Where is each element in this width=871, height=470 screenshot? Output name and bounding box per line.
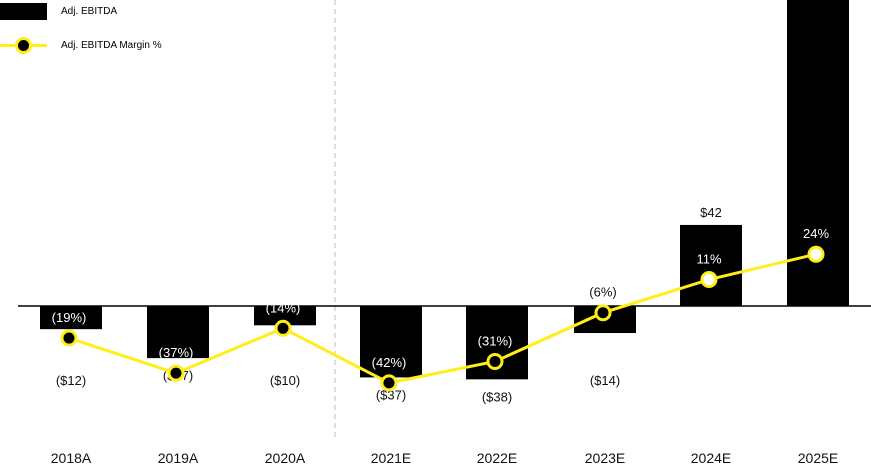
- margin-value-label: (42%): [372, 355, 407, 370]
- bar-value-label: ($12): [56, 373, 86, 388]
- margin-value-label: 11%: [696, 252, 721, 267]
- bar-2019A: [147, 306, 209, 359]
- bar-2024E: [680, 224, 742, 306]
- margin-value-label: (6%): [589, 285, 616, 300]
- margin-point-2020A: [274, 319, 292, 337]
- margin-point-2024E: [700, 271, 718, 289]
- bar-value-label: ($37): [376, 387, 406, 402]
- bar-value-label: ($14): [590, 373, 620, 388]
- margin-point-2023E: [594, 304, 612, 322]
- legend-item-line: Adj. EBITDA Margin %: [0, 36, 162, 54]
- margin-point-2022E: [486, 352, 504, 370]
- margin-value-label: (37%): [159, 345, 194, 360]
- margin-line: [68, 252, 817, 385]
- bar-2020A: [254, 306, 316, 326]
- legend-line-label: Adj. EBITDA Margin %: [61, 39, 162, 51]
- legend-item-bar: Adj. EBITDA: [0, 3, 117, 20]
- legend-bar-swatch: [0, 3, 47, 20]
- x-tick-label: 2021E: [371, 450, 411, 466]
- margin-value-label: 24%: [803, 226, 829, 241]
- margin-point-2018A: [60, 329, 78, 347]
- margin-value-label: (31%): [478, 333, 513, 348]
- x-tick-label: 2024E: [691, 450, 731, 466]
- margin-point-2025E: [807, 245, 825, 263]
- x-tick-label: 2020A: [265, 450, 306, 466]
- x-tick-label: 2019A: [158, 450, 199, 466]
- bar-value-label: $42: [700, 205, 722, 220]
- bar-2021E: [360, 306, 422, 378]
- x-tick-label: 2018A: [51, 450, 92, 466]
- bar-value-label: ($10): [270, 373, 300, 388]
- x-tick-label: 2023E: [585, 450, 625, 466]
- legend-bar-label: Adj. EBITDA: [61, 6, 118, 17]
- margin-value-label: (19%): [52, 310, 87, 325]
- x-tick-label: 2025E: [798, 450, 838, 466]
- margin-point-2019A: [167, 364, 185, 382]
- legend-line-swatch: [0, 36, 47, 54]
- bar-2018A: [40, 306, 102, 330]
- bar-value-label: ($38): [482, 389, 512, 404]
- x-tick-label: 2022E: [477, 450, 517, 466]
- margin-value-label: (14%): [266, 300, 301, 315]
- margin-point-2021E: [380, 374, 398, 392]
